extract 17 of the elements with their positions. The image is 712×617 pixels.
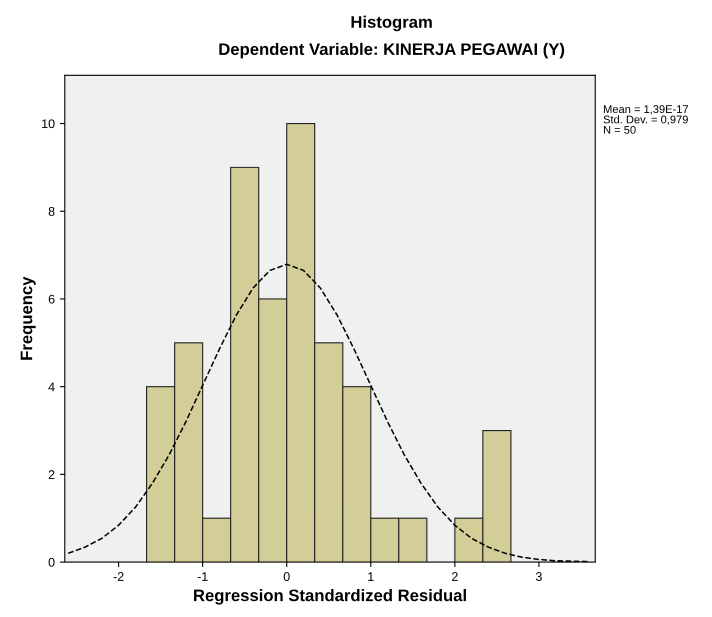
x-axis-title: Regression Standardized Residual [194, 589, 466, 605]
x-tick-label: 1 [368, 572, 374, 581]
chart-subtitle: Dependent Variable: KINERJA PEGAWAI (Y) [219, 42, 564, 58]
text: Mean = 1,39E-17 Std. Dev. = 0,979 N = 50 [604, 105, 688, 134]
x-tick-label: 3 [536, 572, 542, 581]
y-tick-label: 10 [42, 119, 55, 128]
y-axis-title: Frequency [20, 276, 36, 360]
y-tick-label: 4 [48, 382, 55, 392]
y-tick-label: 8 [48, 207, 55, 216]
x-tick-label: -1 [198, 572, 208, 581]
chart-title: Histogram [352, 16, 432, 32]
y-tick-label: 2 [48, 470, 54, 479]
x-tick-label: -2 [114, 572, 124, 581]
x-tick-label: 0 [284, 572, 290, 581]
y-tick-label: 6 [48, 294, 55, 304]
y-tick-label: 0 [48, 558, 55, 567]
x-tick-label: 2 [452, 572, 458, 581]
